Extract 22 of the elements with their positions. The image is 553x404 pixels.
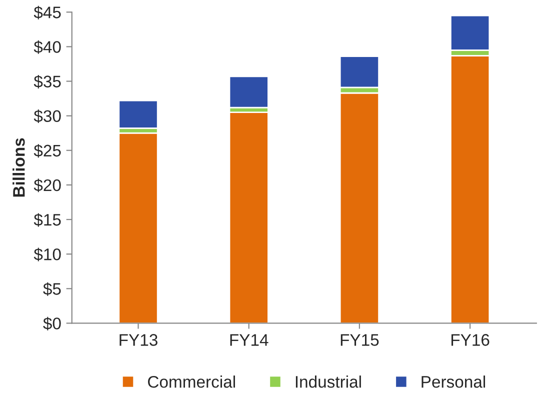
bar	[339, 92, 380, 324]
y-axis-title: Billions	[12, 138, 25, 197]
y-tick-label: $20	[34, 178, 61, 192]
y-tick-label: $10	[34, 248, 61, 262]
legend-label: Commercial	[148, 376, 235, 388]
y-tick-label: $5	[43, 282, 61, 296]
bar	[228, 112, 269, 324]
x-tick-label: FY16	[452, 334, 490, 346]
legend-label: Industrial	[296, 376, 361, 388]
y-tick-label: $15	[34, 213, 61, 227]
y-tick-label: $0	[43, 316, 61, 330]
bar	[118, 132, 158, 324]
x-tick-label: FY15	[340, 334, 379, 346]
y-tick-label: $35	[34, 74, 61, 88]
bar	[450, 54, 490, 324]
y-tick-label: $30	[34, 110, 61, 124]
x-tick-label: FY13	[120, 334, 158, 346]
y-tick-label: $25	[34, 144, 61, 158]
x-tick-label: FY14	[230, 334, 268, 346]
y-tick-label: $45	[34, 6, 61, 20]
y-tick-label: $40	[34, 40, 61, 54]
legend-label: Personal	[422, 376, 486, 388]
